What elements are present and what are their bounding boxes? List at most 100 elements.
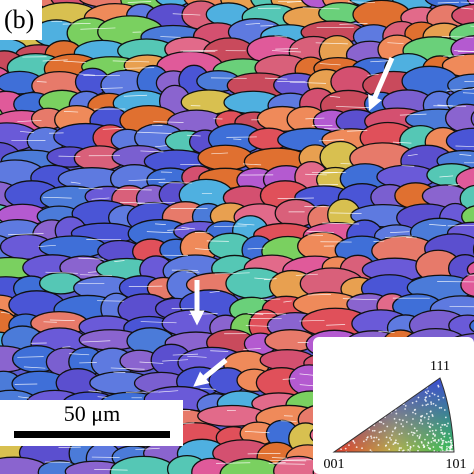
scale-bar-background [0, 400, 183, 446]
twin-line [8, 233, 44, 236]
grain [469, 319, 474, 333]
ipf-outline [332, 377, 455, 453]
twin-line [307, 234, 324, 236]
twin-line [280, 420, 297, 422]
twin-line [206, 240, 229, 242]
twin-line [186, 134, 201, 137]
ipf-point [414, 408, 417, 411]
twin-line [329, 95, 341, 98]
ipf-point [421, 404, 424, 407]
ipf-point [366, 436, 369, 438]
ipf-point [421, 422, 424, 425]
twin-line [139, 361, 164, 364]
ipf-point [378, 431, 381, 434]
twin-line [443, 55, 465, 57]
ipf-point [430, 403, 433, 405]
arrow [193, 358, 228, 387]
ipf-point [340, 448, 342, 451]
twin-line [80, 27, 116, 30]
twin-line [94, 468, 128, 471]
twin-line [172, 353, 199, 356]
ipf-point [450, 446, 453, 449]
twin-line [305, 173, 327, 176]
twin-line [322, 172, 338, 174]
ipf-point [361, 447, 363, 450]
ipf-point [417, 449, 419, 452]
twin-line [123, 67, 155, 69]
ipf-point [431, 415, 434, 417]
ipf-point [370, 435, 372, 438]
twin-line [282, 378, 296, 380]
ipf-point [444, 423, 447, 426]
ipf-point [383, 430, 386, 432]
ipf-point [352, 440, 355, 443]
ipf-point [433, 450, 436, 452]
twin-line [326, 324, 346, 326]
ipf-point [429, 430, 431, 433]
twin-line [306, 230, 334, 233]
ipf-point [400, 447, 402, 449]
twin-line [160, 36, 181, 38]
ipf-point [426, 392, 428, 395]
ipf-point [433, 393, 436, 396]
ipf-point [424, 391, 427, 394]
twin-line [315, 42, 348, 45]
ipf-point [398, 433, 401, 436]
twin-line [342, 298, 377, 301]
ipf-point [431, 392, 434, 395]
ipf-point [404, 404, 407, 407]
ipf-point [430, 441, 433, 443]
ipf-point [412, 444, 415, 447]
grain [451, 3, 474, 28]
ipf-point [368, 428, 371, 431]
ipf-point [443, 433, 446, 435]
twin-line [167, 228, 190, 231]
twin-line [245, 325, 270, 327]
twin-line [461, 7, 473, 10]
twin-line [45, 271, 78, 274]
twin-line [38, 244, 56, 247]
ipf-point [440, 431, 443, 434]
twin-line [347, 1, 375, 3]
ipf-point [426, 433, 429, 436]
ipf-point [384, 445, 387, 447]
ipf-point [411, 402, 414, 404]
ipf-point [443, 409, 446, 411]
ipf-point [440, 443, 443, 446]
ipf-point [441, 447, 444, 450]
twin-line [406, 236, 417, 239]
twin-line [401, 165, 415, 167]
twin-line [318, 139, 344, 142]
twin-line [347, 130, 368, 132]
twin-line [263, 278, 277, 281]
twin-line [20, 131, 34, 133]
twin-line [299, 373, 314, 376]
twin-line [136, 201, 175, 204]
twin-line [247, 247, 265, 250]
twin-line [446, 88, 474, 91]
ipf-point [432, 446, 435, 448]
ipf-point [425, 412, 428, 415]
scale-bar-label: 50 μm [64, 401, 120, 426]
twin-line [289, 81, 327, 84]
ipf-point [387, 441, 390, 444]
ipf-point [421, 414, 424, 417]
twin-line [137, 131, 172, 134]
ipf-point [423, 416, 426, 419]
ipf-point [365, 438, 368, 441]
twin-line [295, 273, 318, 276]
ipf-point [437, 398, 440, 401]
twin-line [69, 353, 90, 356]
ipf-point [450, 443, 453, 445]
twin-line [367, 73, 379, 76]
ipf-point [447, 440, 450, 443]
ipf-point [355, 446, 358, 449]
ipf-point [425, 400, 427, 402]
twin-line [392, 141, 412, 144]
twin-line [49, 319, 75, 321]
ipf-point [419, 418, 422, 421]
twin-line [120, 201, 145, 204]
twin-line [80, 274, 113, 276]
ipf-legend: 111 001 101 [313, 337, 474, 474]
